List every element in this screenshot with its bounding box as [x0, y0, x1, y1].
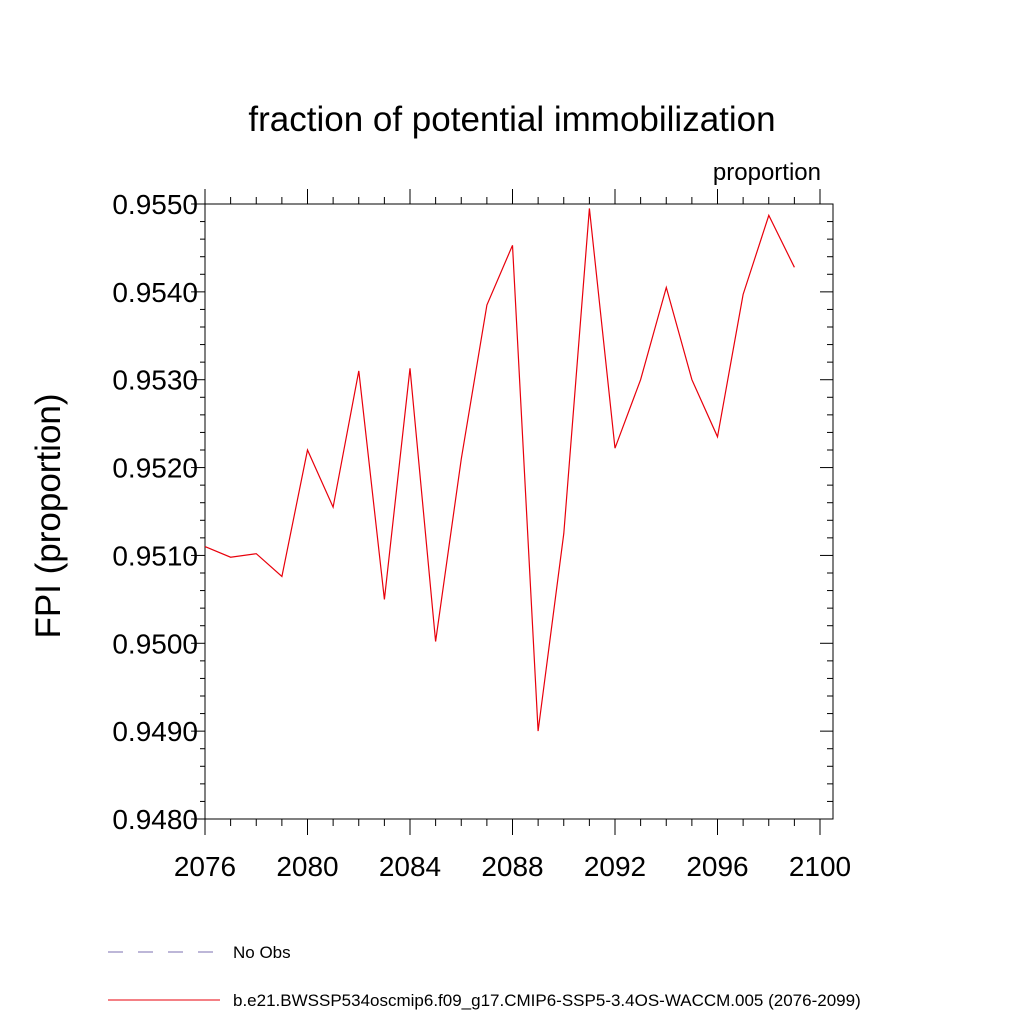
legend-label: b.e21.BWSSP534oscmip6.f09_g17.CMIP6-SSP5…	[233, 991, 861, 1010]
y-tick-label: 0.9520	[112, 453, 198, 484]
plot-frame	[204, 203, 834, 820]
units-label: proportion	[713, 159, 821, 186]
x-tick-label: 2076	[174, 851, 236, 882]
x-tick-label: 2092	[584, 851, 646, 882]
x-tick-label: 2096	[686, 851, 748, 882]
y-tick-label: 0.9500	[112, 628, 198, 659]
x-tick-label: 2080	[276, 851, 338, 882]
x-tick-label: 2084	[379, 851, 441, 882]
data-line	[204, 208, 795, 732]
y-axis-title: FPI (proportion)	[29, 393, 68, 638]
chart-title: fraction of potential immobilization	[248, 100, 775, 139]
y-tick-label: 0.9550	[112, 189, 198, 220]
y-tick-label: 0.9490	[112, 716, 198, 747]
y-tick-label: 0.9540	[112, 277, 198, 308]
x-tick-label: 2088	[481, 851, 543, 882]
y-tick-label: 0.9530	[112, 365, 198, 396]
x-tick-label: 2100	[789, 851, 851, 882]
y-tick-label: 0.9510	[112, 540, 198, 571]
legend-label: No Obs	[233, 943, 291, 962]
y-tick-label: 0.9480	[112, 804, 198, 835]
